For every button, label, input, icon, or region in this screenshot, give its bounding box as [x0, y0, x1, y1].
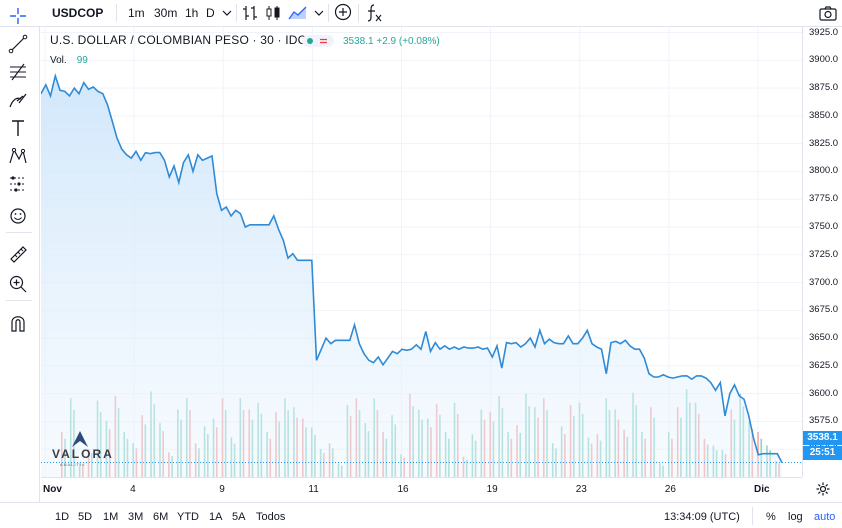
- toolbar-divider: [236, 4, 237, 22]
- interval-30m-button[interactable]: 30m: [154, 6, 178, 20]
- top-toolbar: USDCOP 1m 30m 1h D: [0, 0, 842, 27]
- price-tick-label: 3725.0: [809, 248, 839, 260]
- time-tick-label: 16: [397, 484, 409, 495]
- price-area-fill: [41, 75, 782, 477]
- fx-icon[interactable]: [364, 3, 384, 23]
- drawing-toolbar: [0, 8, 40, 502]
- time-tick-label: 11: [308, 484, 319, 495]
- candles-chart-icon[interactable]: [264, 4, 282, 22]
- range-5a-button[interactable]: 5A: [232, 511, 246, 523]
- legend-title: U.S. DOLLAR / COLOMBIAN PESO · 30 · IDC: [50, 33, 307, 47]
- price-tick-label: 3700.0: [809, 276, 839, 288]
- compare-add-icon[interactable]: [334, 3, 352, 21]
- bottom-toolbar: 1D 5D 1M 3M 6M YTD 1A 5A Todos 13:34:09 …: [0, 502, 842, 528]
- price-axis[interactable]: 3925.0 3900.0 3875.0 3850.0 3825.0 3800.0 3775…: [802, 27, 842, 477]
- time-tick-label: 23: [575, 484, 587, 495]
- price-tick-label: 3775.0: [809, 193, 839, 205]
- watermark-name: VALORA: [52, 447, 114, 461]
- time-tick-label: Dic: [754, 484, 770, 495]
- percent-scale-button[interactable]: %: [766, 511, 776, 523]
- price-tick-label: 3925.0: [809, 26, 839, 38]
- auto-scale-button[interactable]: auto: [814, 511, 836, 523]
- last-price-badge: 3538.1: [803, 431, 842, 445]
- magnet-icon[interactable]: [7, 312, 29, 334]
- time-tick-label: 26: [664, 484, 676, 495]
- price-tick-label: 3575.0: [809, 415, 839, 427]
- legend-values: 3538.1 +2.9 (+0.08%): [343, 36, 440, 47]
- toolbar-divider: [752, 507, 753, 525]
- text-tool-icon[interactable]: [7, 117, 29, 139]
- range-6m-button[interactable]: 6M: [153, 511, 169, 523]
- range-3m-button[interactable]: 3M: [128, 511, 144, 523]
- volume-value: 99: [76, 55, 88, 66]
- brush-icon[interactable]: [7, 89, 29, 111]
- fib-retracement-icon[interactable]: [7, 61, 29, 83]
- price-line: [41, 72, 783, 463]
- price-tick-label: 3900.0: [809, 54, 839, 66]
- valora-logo-icon: [72, 431, 88, 447]
- time-tick-label: 19: [486, 484, 498, 495]
- price-chart[interactable]: [41, 27, 802, 477]
- toolbar-divider: [116, 4, 117, 22]
- volume-legend: Vol. 99: [50, 55, 88, 66]
- range-5d-button[interactable]: 5D: [78, 511, 93, 523]
- range-1a-button[interactable]: 1A: [209, 511, 223, 523]
- pattern-icon[interactable]: [7, 145, 29, 167]
- interval-1m-button[interactable]: 1m: [128, 6, 145, 20]
- area-chart-icon[interactable]: [288, 4, 308, 22]
- price-tick-label: 3600.0: [809, 387, 839, 399]
- log-scale-button[interactable]: log: [788, 511, 803, 523]
- time-tick-label: 9: [219, 484, 225, 495]
- range-ytd-button[interactable]: YTD: [177, 511, 199, 523]
- toolbar-divider: [6, 232, 32, 233]
- time-axis[interactable]: Nov 4 9 11 16 19 23 26 Dic: [41, 477, 802, 502]
- legend-status-icon[interactable]: [302, 35, 334, 47]
- utc-clock[interactable]: 13:34:09 (UTC): [664, 511, 740, 523]
- watermark-sub: ANALITIK: [60, 462, 86, 467]
- prediction-icon[interactable]: [7, 173, 29, 195]
- ruler-icon[interactable]: [7, 243, 29, 265]
- price-tick-label: 3800.0: [809, 165, 839, 177]
- zoom-in-icon[interactable]: [7, 273, 29, 295]
- interval-1h-button[interactable]: 1h: [185, 6, 199, 20]
- volume-label: Vol.: [50, 55, 67, 66]
- price-tick-label: 3850.0: [809, 109, 839, 121]
- chart-legend: U.S. DOLLAR / COLOMBIAN PESO · 30 · IDC: [50, 33, 307, 47]
- time-tick-label: 4: [130, 484, 136, 495]
- price-tick-label: 3650.0: [809, 332, 839, 344]
- price-tick-label: 3675.0: [809, 304, 839, 316]
- trend-line-icon[interactable]: [7, 33, 29, 55]
- crosshair-icon[interactable]: [7, 5, 29, 27]
- bars-chart-icon[interactable]: [242, 4, 260, 22]
- time-tick-label: Nov: [43, 484, 62, 495]
- emoji-icon[interactable]: [7, 205, 29, 227]
- chevron-down-icon[interactable]: [314, 9, 324, 17]
- camera-icon[interactable]: [818, 4, 838, 22]
- range-all-button[interactable]: Todos: [256, 511, 286, 523]
- price-tick-label: 3625.0: [809, 359, 839, 371]
- bar-countdown-badge: 25:51: [803, 446, 842, 460]
- price-tick-label: 3750.0: [809, 221, 839, 232]
- price-tick-label: 3875.0: [809, 82, 839, 94]
- toolbar-divider: [6, 300, 32, 301]
- symbol-search-button[interactable]: USDCOP: [52, 6, 104, 20]
- toolbar-divider: [328, 4, 329, 22]
- settings-gear-icon[interactable]: [815, 481, 831, 497]
- price-tick-label: 3825.0: [809, 137, 839, 149]
- toolbar-divider: [358, 4, 359, 22]
- range-1d-button[interactable]: 1D: [55, 511, 70, 523]
- range-1m-button[interactable]: 1M: [103, 511, 119, 523]
- chevron-down-icon[interactable]: [222, 9, 232, 17]
- interval-d-button[interactable]: D: [206, 6, 215, 20]
